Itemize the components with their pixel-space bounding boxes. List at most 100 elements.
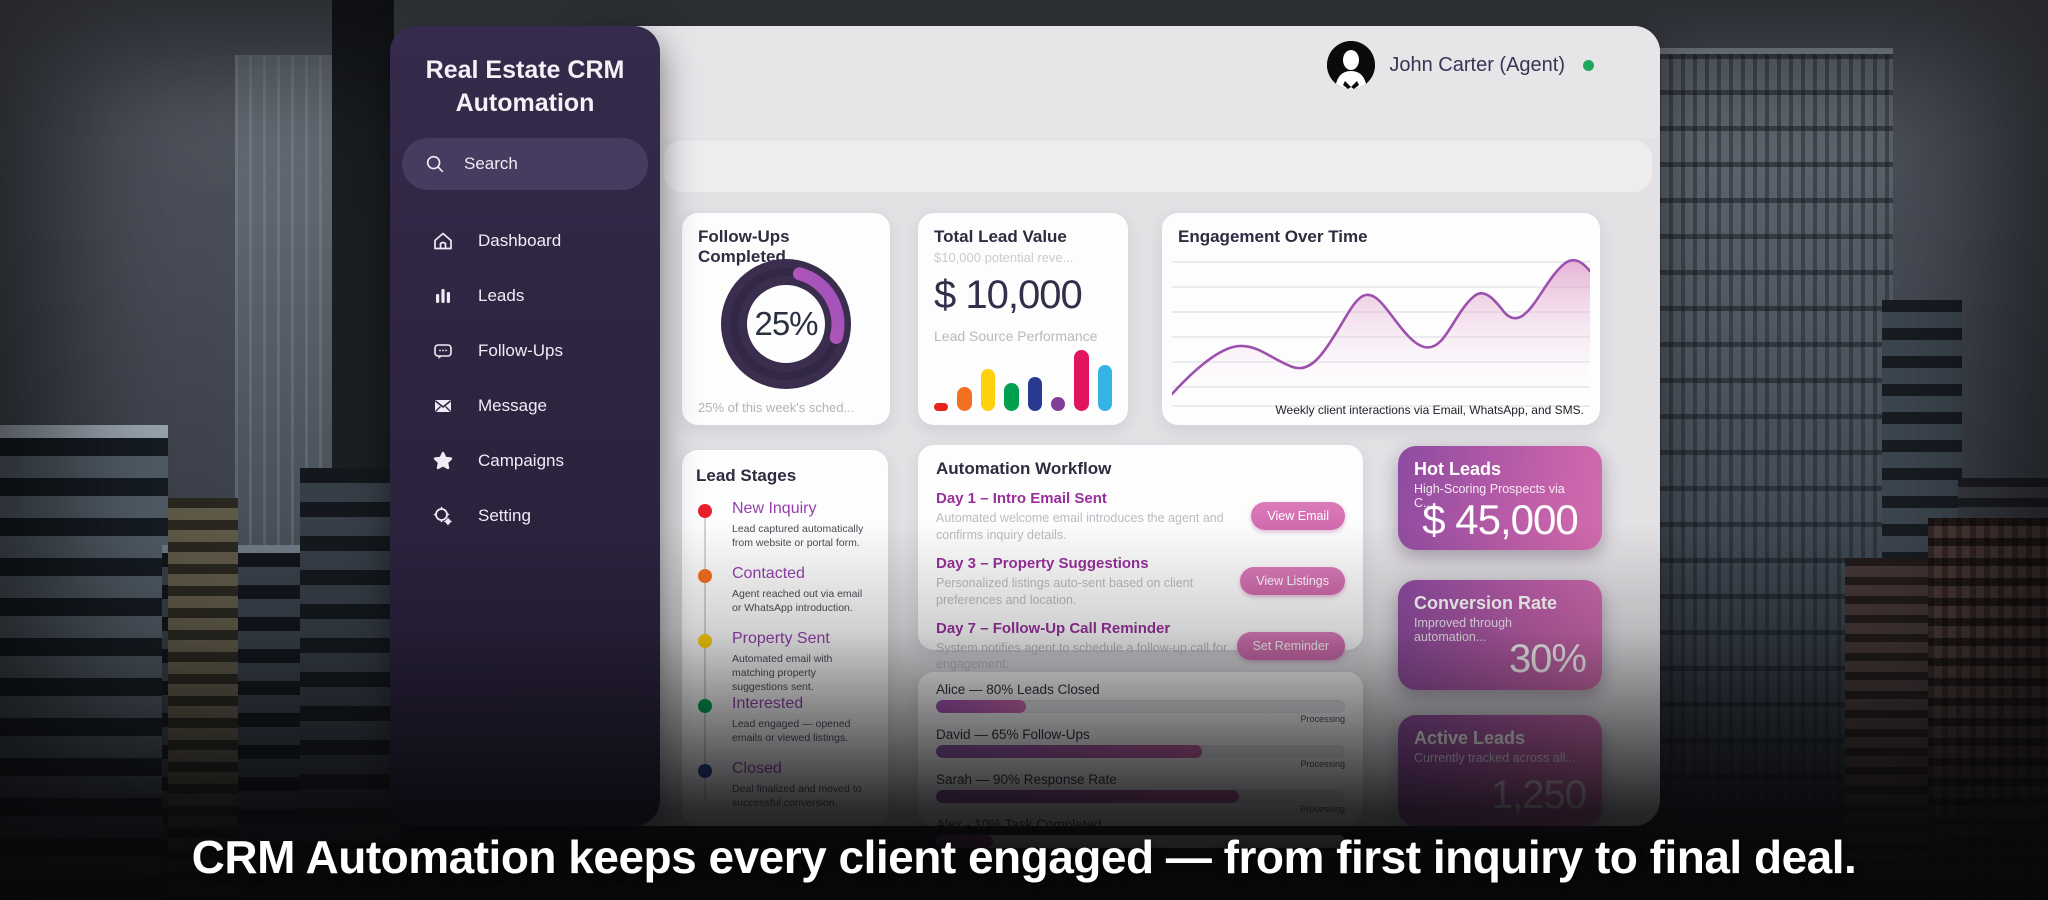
stage-description: Agent reached out via email or WhatsApp … [732,588,863,615]
stage-name: Closed [732,760,782,777]
sidebar-item-message[interactable]: Message [390,378,660,433]
bar [1027,377,1042,411]
bar [957,387,972,411]
stage-name: Property Sent [732,630,830,647]
card-total-lead-value: Total Lead Value $10,000 potential reve.… [918,213,1128,425]
caption-text: CRM Automation keeps every client engage… [191,831,1857,883]
home-icon [432,230,454,252]
sidebar-item-leads[interactable]: Leads [390,268,660,323]
avatar [1327,41,1376,89]
bar-chart-icon [432,285,454,307]
stage-dot [698,569,712,583]
gear-icon [432,505,454,527]
progress-fill [936,745,1202,758]
sidebar-item-label: Campaigns [478,450,564,470]
progress-fill [936,700,1026,713]
search-input[interactable]: Search [402,138,648,190]
set-reminder-button[interactable]: Set Reminder [1236,631,1345,660]
building [0,425,168,900]
conversion-rate-value: 30% [1508,637,1587,681]
progress-row-alice: Alice — 80% Leads Closed Processing [936,682,1345,724]
badge-star-icon [432,450,454,472]
stage-name: Contacted [732,565,805,582]
card-title: Lead Stages [696,466,797,485]
sidebar: Real Estate CRM Automation Search Dashbo… [390,26,660,826]
sidebar-item-label: Leads [478,285,525,305]
chat-bubble-icon [432,340,454,362]
step-description: Automated welcome email introduces the a… [936,511,1224,542]
engagement-area-chart [1170,257,1592,407]
progress-track [936,745,1345,758]
card-conversion-rate: Conversion Rate Improved through automat… [1398,580,1602,690]
card-lead-stages: Lead Stages New Inquiry Lead captured au… [682,450,888,826]
search-placeholder: Search [464,154,518,173]
profile-chip[interactable]: John Carter (Agent) [1327,40,1594,90]
step-description: Personalized listings auto-sent based on… [936,575,1194,607]
stage-description: Lead engaged — opened emails or viewed l… [732,718,851,745]
stage-interested: Interested Lead engaged — opened emails … [696,695,874,760]
progress-row-sarah: Sarah — 90% Response Rate Processing [936,772,1345,814]
sidebar-item-label: Setting [478,505,531,525]
card-title: Engagement Over Time [1178,227,1368,246]
progress-label: Alice — 80% Leads Closed [936,682,1100,697]
stage-description: Deal finalized and moved to successful c… [732,783,862,810]
app-title: Real Estate CRM Automation [425,56,625,117]
dashboard-panel: John Carter (Agent) Follow-Ups Completed [580,26,1660,859]
bar [1097,365,1112,411]
card-title: Automation Workflow [936,459,1112,478]
progress-status: Processing [1300,804,1345,814]
chart-footnote: Weekly client interactions via Email, Wh… [1275,403,1584,417]
online-status-dot [1583,59,1594,71]
stage-dot [698,634,712,648]
active-leads-value: 1,250 [1490,773,1587,817]
card-subtitle: $10,000 potential reve... [934,250,1074,265]
progress-track [936,790,1345,803]
stat-subtitle: Currently tracked across all... [1414,751,1576,765]
step-description: System notifies agent to schedule a foll… [936,640,1228,672]
view-email-button[interactable]: View Email [1251,502,1345,530]
bar [1004,383,1019,411]
hot-leads-value: $ 45,000 [1422,496,1579,543]
stage-dot [698,699,712,713]
progress-status: Processing [1300,714,1345,724]
sidebar-item-follow-ups[interactable]: Follow-Ups [390,323,660,378]
card-engagement-over-time: Engagement Over Time [1162,213,1600,425]
progress-row-david: David — 65% Follow-Ups Processing [936,727,1345,769]
stage-timeline: New Inquiry Lead captured automatically … [696,500,874,825]
sidebar-item-label: Follow-Ups [478,340,564,360]
bar [980,369,996,411]
sidebar-item-dashboard[interactable]: Dashboard [390,213,660,268]
stage-new-inquiry: New Inquiry Lead captured automatically … [696,500,874,565]
sidebar-item-setting[interactable]: Setting [390,488,660,543]
stage-description: Automated email with matching property s… [732,653,833,694]
card-team-progress: Alice — 80% Leads Closed Processing Davi… [918,672,1363,859]
bar [1050,397,1066,411]
progress-fill [936,790,1239,803]
progress-track [936,700,1345,713]
workflow-step-day1: Day 1 – Intro Email Sent Automated welco… [936,490,1345,544]
stage-closed: Closed Deal finalized and moved to succe… [696,760,874,825]
workflow-step-day3: Day 3 – Property Suggestions Personalize… [936,555,1345,609]
stage-property-sent: Property Sent Automated email with match… [696,630,874,695]
sidebar-item-label: Dashboard [478,230,562,250]
user-name: John Carter (Agent) [1389,53,1565,76]
view-listings-button[interactable]: View Listings [1240,566,1345,595]
donut-chart: 25% [711,249,861,399]
stage-name: Interested [732,695,804,712]
stage-dot [698,764,712,778]
stat-title: Hot Leads [1414,459,1502,479]
card-automation-workflow: Automation Workflow Day 1 – Intro Email … [918,445,1363,671]
workflow-step-day7: Day 7 – Follow-Up Call Reminder System n… [936,620,1345,674]
card-active-leads: Active Leads Currently tracked across al… [1398,715,1602,826]
stage-description: Lead captured automatically from website… [732,523,864,550]
envelope-icon [432,395,454,417]
total-lead-value: $ 10,000 [934,273,1083,317]
progress-label: David — 65% Follow-Ups [936,727,1090,742]
sidebar-menu: Dashboard Leads [390,213,660,543]
stat-title: Active Leads [1414,728,1526,748]
sidebar-item-campaigns[interactable]: Campaigns [390,433,660,488]
stat-title: Conversion Rate [1414,593,1558,613]
stage-dot [698,504,712,518]
card-title: Total Lead Value [934,227,1067,246]
stage-name: New Inquiry [732,500,817,517]
